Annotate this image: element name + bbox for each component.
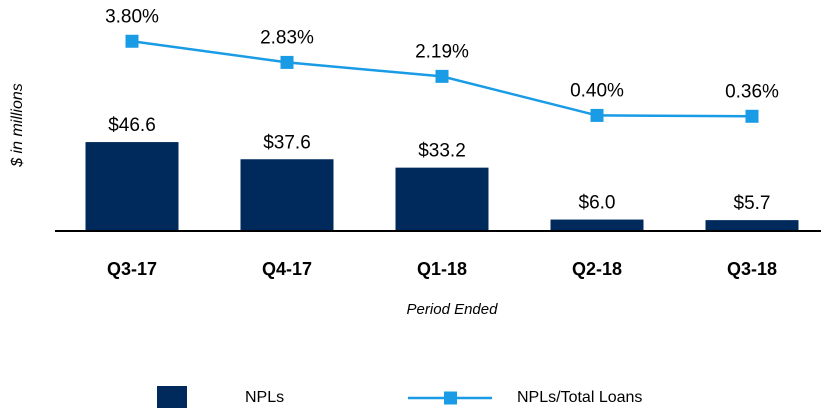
line-marker: [745, 109, 759, 123]
data-label: 2.19%: [415, 41, 469, 62]
x-axis-label: Period Ended: [407, 301, 499, 318]
x-tick-label: Q4-17: [262, 259, 312, 279]
data-label: $33.2: [418, 141, 466, 162]
bar: [85, 142, 179, 231]
line-marker: [590, 108, 604, 122]
legend-label: NPLs/Total Loans: [517, 389, 642, 406]
x-tick-label: Q1-18: [417, 259, 467, 279]
data-label: $6.0: [579, 193, 616, 214]
data-label: 0.40%: [570, 80, 624, 101]
line-marker: [435, 69, 449, 83]
x-tick-label: Q2-18: [572, 259, 622, 279]
x-tick-label: Q3-18: [727, 259, 777, 279]
legend-swatch: [157, 386, 187, 408]
data-label: 2.83%: [260, 27, 314, 48]
x-tick-label: Q3-17: [107, 259, 157, 279]
data-label: 3.80%: [105, 6, 159, 27]
y-axis-label: $ in millions: [9, 83, 26, 168]
data-label: $46.6: [108, 115, 156, 136]
data-label: $37.6: [263, 132, 311, 153]
data-label: 0.36%: [725, 81, 779, 102]
legend-marker: [444, 391, 457, 405]
data-label: $5.7: [734, 193, 771, 214]
bar: [240, 159, 334, 231]
bar: [395, 167, 489, 231]
bar: [705, 220, 799, 231]
line-marker: [280, 55, 294, 69]
bar: [550, 219, 644, 231]
line-marker: [125, 34, 139, 48]
legend-label: NPLs: [245, 389, 284, 406]
